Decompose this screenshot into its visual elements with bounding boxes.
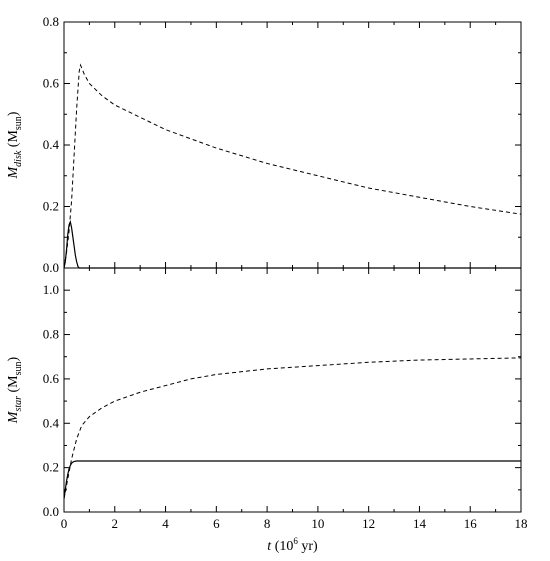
x-tick-label: 0 <box>61 516 68 531</box>
x-tick-label: 2 <box>112 516 119 531</box>
y-tick-label: 1.0 <box>43 282 59 297</box>
x-tick-label: 12 <box>362 516 375 531</box>
x-tick-label: 16 <box>464 516 478 531</box>
x-tick-label: 14 <box>413 516 427 531</box>
disk-mass-panel: 0.0 0.2 0.4 0.6 0.8 Mdisk (Msun) <box>6 14 522 275</box>
x-tick-label: 8 <box>264 516 271 531</box>
x-tick-label: 6 <box>213 516 220 531</box>
y-tick-label: 0.4 <box>43 137 60 152</box>
x-tick-label: 18 <box>515 516 528 531</box>
y-tick-label: 0.2 <box>43 199 59 214</box>
star-mass-panel: 0 2 4 6 8 10 12 14 16 18 0.0 0.2 0.4 0.6 0.8 1.0 Mstar (… <box>6 267 528 554</box>
plot-frame <box>63 21 522 269</box>
y-tick-label: 0.0 <box>43 504 59 519</box>
y-tick-label: 0.2 <box>43 460 59 475</box>
y-tick-label: 0.4 <box>43 415 60 430</box>
y-tick-label: 0.6 <box>43 76 60 91</box>
x-axis-label: t (106 yr) <box>267 536 318 554</box>
plot-frame <box>63 267 522 513</box>
x-tick-label: 4 <box>162 516 169 531</box>
y-tick-label: 0.0 <box>43 260 59 275</box>
y-tick-label: 0.8 <box>43 327 59 342</box>
y-axis-label: Mstar (Msun) <box>6 356 24 424</box>
y-tick-label: 0.6 <box>43 371 60 386</box>
y-tick-label: 0.8 <box>43 14 59 29</box>
solid-series-line <box>63 219 521 269</box>
y-axis-label: Mdisk (Msun) <box>6 111 24 179</box>
dashed-series-line <box>63 63 522 269</box>
x-tick-label: 10 <box>311 516 324 531</box>
solid-series-line <box>63 460 521 499</box>
dashed-series-line <box>63 357 522 499</box>
